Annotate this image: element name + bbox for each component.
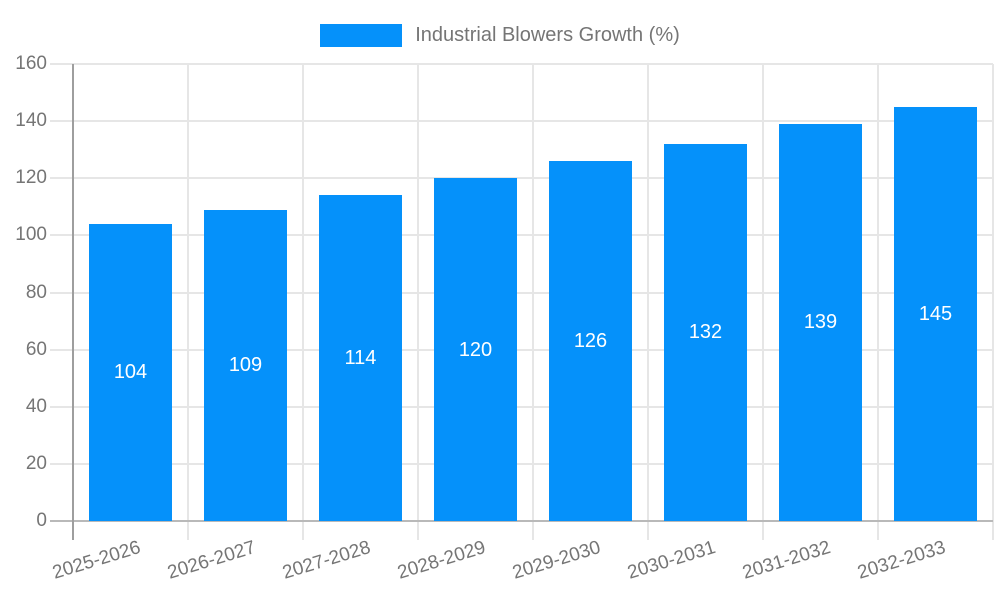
h-gridline [50, 462, 993, 465]
v-gridline [417, 64, 419, 540]
bar [664, 143, 747, 521]
bar-value-label: 120 [458, 338, 493, 361]
bar [779, 123, 862, 521]
bar [434, 178, 517, 521]
v-gridline [877, 64, 879, 540]
h-gridline [50, 234, 993, 237]
y-tick-label: 20 [25, 452, 47, 474]
bar [319, 195, 402, 521]
bar-value-label: 132 [688, 321, 723, 344]
bar-value-label: 109 [228, 354, 263, 377]
h-gridline [50, 405, 993, 408]
bar-value-label: 114 [344, 347, 377, 370]
h-gridline [50, 63, 993, 65]
v-gridline [532, 64, 534, 540]
bar [894, 106, 977, 521]
y-tick-label: 120 [15, 167, 47, 189]
h-gridline [50, 348, 993, 351]
v-gridline [302, 64, 304, 540]
h-gridline [50, 291, 993, 294]
legend-label: Industrial Blowers Growth (%) [415, 24, 680, 46]
y-tick-label: 80 [25, 281, 47, 303]
bar [89, 223, 172, 521]
y-tick-label: 60 [25, 338, 47, 360]
bar-value-label: 126 [573, 330, 608, 353]
y-tick-label: 40 [25, 395, 47, 417]
y-tick-label: 160 [15, 53, 47, 74]
v-gridline [762, 64, 764, 540]
bar [204, 209, 287, 521]
y-axis-line [72, 64, 74, 540]
h-gridline [50, 120, 993, 123]
x-axis-line [50, 520, 993, 522]
v-gridline [992, 64, 994, 540]
y-tick-label: 100 [15, 224, 47, 246]
legend: Industrial Blowers Growth (%) [0, 24, 1000, 47]
bar-value-label: 139 [803, 311, 838, 334]
y-tick-label: 140 [15, 110, 47, 132]
v-gridline [647, 64, 649, 540]
bar-value-label: 145 [918, 302, 953, 325]
bar [549, 161, 632, 521]
legend-swatch [320, 24, 403, 47]
h-gridline [50, 177, 993, 180]
y-tick-label: 0 [36, 510, 47, 531]
v-gridline [187, 64, 189, 540]
bar-value-label: 104 [113, 361, 148, 384]
